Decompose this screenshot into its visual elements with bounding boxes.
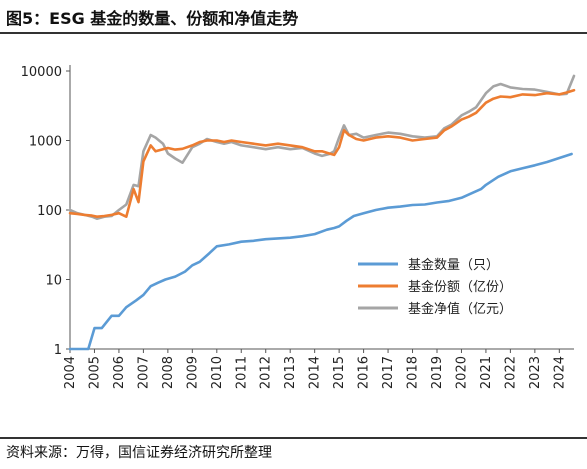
y-tick-label: 1000 bbox=[29, 135, 62, 150]
x-tick-label: 2023 bbox=[528, 356, 543, 389]
x-tick-label: 2011 bbox=[234, 356, 249, 389]
chart-title: 图5：ESG 基金的数量、份额和净值走势 bbox=[6, 9, 299, 28]
series-layer bbox=[68, 74, 576, 351]
x-tick-label: 2015 bbox=[332, 356, 347, 389]
x-tick-label: 2005 bbox=[87, 356, 102, 389]
legend: 基金数量（只） 基金份额（亿份） 基金净值（亿元） bbox=[358, 257, 512, 317]
x-tick-label: 2022 bbox=[503, 356, 518, 389]
legend-label: 基金数量（只） bbox=[408, 257, 499, 273]
x-tick-label: 2018 bbox=[406, 356, 421, 389]
bottom-rule bbox=[0, 437, 587, 439]
y-tick-label: 10 bbox=[45, 274, 62, 289]
x-tick-label: 2016 bbox=[357, 356, 372, 389]
x-tick-label: 2006 bbox=[112, 356, 127, 389]
x-tick-label: 2007 bbox=[136, 356, 151, 389]
legend-label: 基金份额（亿份） bbox=[408, 279, 512, 295]
series-line-3 bbox=[68, 74, 576, 220]
y-tick-label: 10000 bbox=[21, 65, 62, 80]
x-tick-label: 2012 bbox=[259, 356, 274, 389]
axes: 1 10 100 1000 10000 2004 2005 2006 2007 2008 2009 2… bbox=[21, 65, 574, 389]
series-line-1 bbox=[68, 152, 573, 351]
top-rule bbox=[0, 32, 587, 34]
x-tick-label: 2004 bbox=[63, 356, 78, 389]
legend-label: 基金净值（亿元） bbox=[408, 301, 512, 317]
y-tick-label: 1 bbox=[54, 343, 62, 358]
y-tick-label: 100 bbox=[37, 204, 62, 219]
source-note: 资料来源：万得，国信证券经济研究所整理 bbox=[6, 445, 272, 461]
x-tick-label: 2017 bbox=[381, 356, 396, 389]
series-line-2 bbox=[68, 88, 576, 218]
x-tick-label: 2019 bbox=[430, 356, 445, 389]
x-tick-label: 2024 bbox=[552, 356, 567, 389]
x-tick-label: 2009 bbox=[185, 356, 200, 389]
x-tick-label: 2010 bbox=[210, 356, 225, 389]
x-tick-label: 2008 bbox=[161, 356, 176, 389]
x-tick-label: 2021 bbox=[479, 356, 494, 389]
x-tick-label: 2014 bbox=[308, 356, 323, 389]
x-tick-label: 2013 bbox=[283, 356, 298, 389]
x-tick-label: 2020 bbox=[454, 356, 469, 389]
